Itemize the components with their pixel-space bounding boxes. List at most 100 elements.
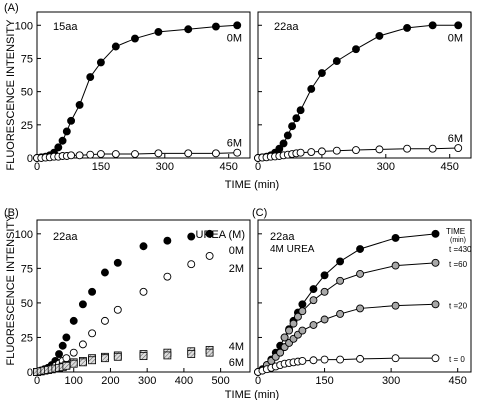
series-1: 6M — [254, 133, 463, 162]
fit-line — [266, 303, 436, 366]
data-point — [111, 42, 120, 51]
data-point — [62, 127, 71, 136]
data-point — [163, 272, 172, 281]
legend-title: UREA (M) — [196, 229, 246, 241]
data-point — [317, 69, 326, 78]
y-tick-label: 75 — [21, 263, 33, 275]
data-point — [309, 285, 318, 294]
data-point — [307, 148, 316, 156]
data-point — [320, 271, 329, 280]
data-point — [100, 268, 109, 277]
data-point — [454, 21, 463, 30]
y-tick-label: 25 — [21, 332, 33, 344]
data-point — [309, 321, 318, 329]
data-point — [431, 300, 440, 309]
data-point — [293, 312, 302, 321]
y-tick-label: 0 — [27, 153, 33, 165]
data-point — [431, 229, 440, 238]
data-point — [54, 143, 63, 152]
data-point — [391, 234, 400, 242]
data-point — [113, 258, 122, 267]
data-point — [78, 340, 87, 349]
data-point — [336, 257, 345, 266]
data-point — [283, 131, 292, 140]
data-point — [205, 348, 214, 357]
inset-subtitle: 4M UREA — [270, 244, 315, 255]
x-tick-label: 150 — [92, 161, 110, 173]
x-tick-label: 450 — [441, 161, 459, 173]
data-point — [111, 150, 120, 158]
data-point — [96, 58, 105, 67]
inset-title: 15aa — [53, 21, 78, 33]
data-point — [336, 310, 345, 318]
x-tick-label: 0 — [255, 375, 261, 387]
data-point — [163, 351, 172, 360]
series-1: 2M — [33, 251, 244, 376]
x-tick-label: 450 — [220, 161, 238, 173]
data-point — [131, 34, 139, 43]
panel-0: 0 150 300 450 0 25 50 75 100 (A) 15aa 0M 6M — [4, 2, 251, 173]
y-tick-label: 0 — [27, 367, 33, 379]
data-point — [336, 355, 345, 364]
y-axis-label-bottom: FLUORESCENCE INTENSITY — [5, 214, 17, 366]
data-point — [431, 258, 440, 267]
series-label: t =430 — [449, 245, 472, 254]
data-point — [356, 354, 365, 363]
inset-title: 22aa — [270, 231, 295, 243]
plot-frame — [36, 11, 251, 159]
data-point — [375, 145, 384, 154]
data-point — [285, 326, 294, 335]
data-point — [62, 361, 71, 370]
series-label: 6M — [229, 357, 244, 369]
data-point — [86, 150, 95, 159]
data-point — [431, 354, 440, 363]
series-0: 0M — [33, 21, 242, 162]
data-point — [320, 287, 329, 296]
data-point — [163, 236, 172, 245]
data-point — [332, 57, 341, 66]
data-point — [75, 151, 84, 160]
fit-line — [36, 24, 238, 159]
inset-title: 22aa — [53, 231, 78, 243]
data-point — [356, 245, 365, 253]
y-axis-label-top: FLUORESCENCE INTENSITY — [5, 19, 17, 171]
x-axis-label-bottom: TIME (min) — [225, 389, 279, 400]
data-point — [62, 333, 71, 342]
x-tick-label: 300 — [382, 375, 400, 387]
series-label: 0M — [227, 32, 242, 44]
x-tick-label: 200 — [101, 375, 119, 387]
data-point — [320, 315, 329, 324]
x-tick-label: 100 — [65, 375, 83, 387]
x-tick-label: 0 — [34, 161, 40, 173]
series-0: 0M — [254, 21, 463, 162]
series-1: 6M — [33, 138, 242, 162]
data-point — [187, 350, 196, 358]
panel-label: (A) — [4, 2, 19, 14]
series-label: 6M — [448, 133, 463, 145]
data-point — [58, 136, 67, 145]
x-tick-label: 150 — [313, 161, 331, 173]
data-point — [88, 329, 97, 338]
data-point — [69, 348, 78, 357]
data-point — [352, 45, 360, 54]
plot-frame — [257, 11, 472, 159]
data-point — [403, 23, 412, 32]
data-point — [298, 356, 307, 365]
data-point — [62, 354, 71, 363]
data-point — [78, 300, 87, 309]
data-point — [391, 301, 400, 310]
data-point — [184, 25, 193, 34]
data-point — [309, 296, 318, 305]
data-point — [88, 356, 96, 365]
panel-label: (C) — [252, 207, 267, 219]
data-point — [279, 139, 288, 148]
data-point — [113, 352, 122, 361]
data-point — [298, 326, 307, 335]
data-point — [55, 350, 63, 358]
data-point — [139, 352, 148, 361]
data-point — [356, 269, 365, 278]
data-point — [187, 260, 196, 269]
data-point — [69, 359, 78, 368]
